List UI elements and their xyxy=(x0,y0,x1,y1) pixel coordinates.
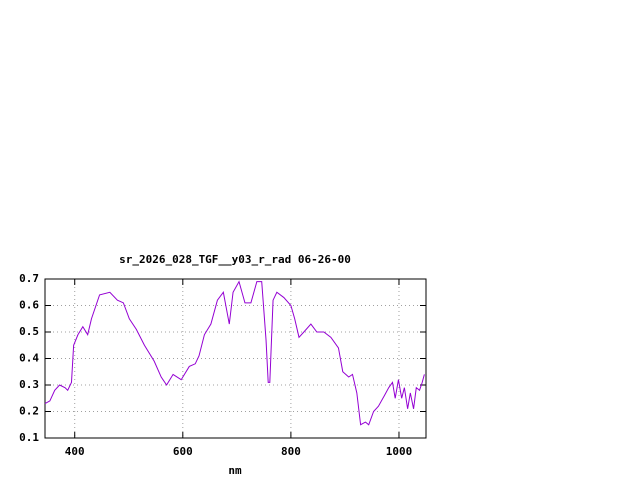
x-tick-label: 1000 xyxy=(386,445,413,458)
x-tick-label: 400 xyxy=(65,445,85,458)
y-tick-label: 0.7 xyxy=(19,272,39,285)
y-tick-label: 0.2 xyxy=(19,405,39,418)
plot-border xyxy=(44,278,427,439)
y-tick-label: 0.6 xyxy=(19,299,39,312)
x-tick-label: 600 xyxy=(173,445,193,458)
y-tick-label: 0.4 xyxy=(19,352,39,365)
chart-title: sr_2026_028_TGF__y03_r_rad 06-26-00 xyxy=(119,253,351,266)
x-tick-label: 800 xyxy=(281,445,301,458)
y-tick-label: 0.1 xyxy=(19,431,39,444)
y-tick-label: 0.3 xyxy=(19,378,39,391)
x-axis-label: nm xyxy=(228,464,242,477)
data-line xyxy=(44,280,425,426)
y-tick-label: 0.5 xyxy=(19,325,39,338)
